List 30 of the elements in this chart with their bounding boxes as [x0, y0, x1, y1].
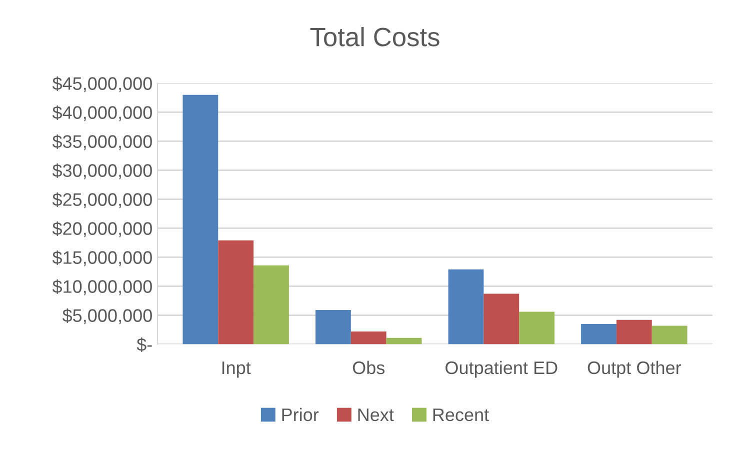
y-tick-label: $40,000,000 [52, 105, 152, 122]
y-tick-label: $- [136, 337, 152, 352]
legend-label: Prior [282, 408, 319, 422]
chart-title: Total Costs [310, 27, 440, 46]
x-tick-label: Outpatient ED [446, 360, 558, 378]
y-tick-label: $35,000,000 [52, 134, 152, 150]
legend-label: Recent [433, 408, 489, 422]
y-tick-label: $5,000,000 [62, 308, 152, 324]
bar [616, 320, 652, 344]
bar [581, 324, 616, 344]
bar [218, 240, 254, 344]
bar [316, 310, 351, 344]
y-tick-label: $45,000,000 [52, 76, 152, 92]
x-tick-label: Obs [352, 360, 385, 374]
legend-label: Next [358, 408, 394, 422]
bar [484, 294, 520, 344]
bar [350, 331, 386, 344]
x-tick-label: Inpt [222, 362, 251, 378]
bar [519, 312, 554, 344]
y-tick-label: $15,000,000 [52, 250, 152, 266]
bar [254, 265, 289, 344]
bar [386, 338, 422, 344]
y-tick-label: $25,000,000 [52, 192, 152, 208]
bar [182, 94, 218, 344]
y-tick-label: $30,000,000 [52, 163, 152, 180]
y-tick-label: $20,000,000 [52, 221, 152, 238]
bar [652, 326, 688, 344]
x-tick-label: Outpt Other [588, 360, 682, 378]
y-tick-label: $10,000,000 [52, 279, 152, 296]
bar [448, 269, 484, 344]
